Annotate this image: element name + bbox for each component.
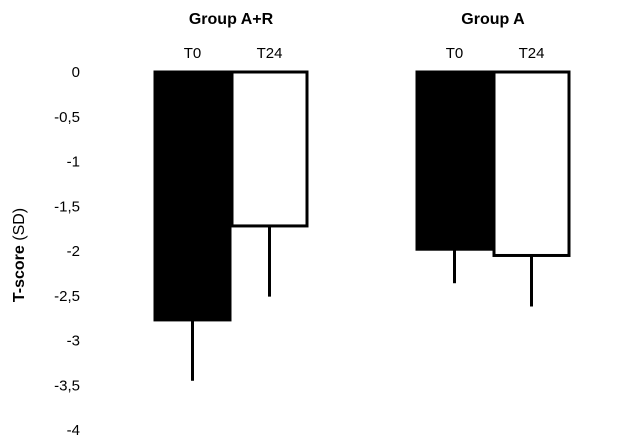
y-axis-ticks: 0 -0,5 -1 -1,5 -2 -2,5 -3 -3,5 -4 bbox=[54, 64, 80, 439]
bar-labels: T0 T24 Group A+R T0 T24 Group A bbox=[184, 11, 545, 62]
y-tick-label: -4 bbox=[67, 422, 80, 439]
bar-time-label: T0 bbox=[446, 45, 464, 62]
y-tick-label: -3 bbox=[67, 333, 80, 350]
group-label: Group A bbox=[461, 11, 525, 28]
plot-area bbox=[153, 70, 571, 381]
y-tick-label: 0 bbox=[72, 64, 80, 81]
y-tick-label: -1 bbox=[67, 154, 80, 171]
bar-t0 bbox=[415, 70, 494, 251]
y-tick-label: -2 bbox=[67, 243, 80, 260]
y-axis-label: T-score (SD) bbox=[11, 208, 28, 302]
y-tick-label: -0,5 bbox=[54, 109, 80, 126]
y-tick-label: -3,5 bbox=[54, 377, 80, 394]
y-tick-label: -2,5 bbox=[54, 288, 80, 305]
bar-time-label: T24 bbox=[257, 45, 283, 62]
bar-t0 bbox=[153, 70, 232, 322]
bar-t24 bbox=[492, 70, 571, 257]
bar-time-label: T24 bbox=[519, 45, 545, 62]
y-tick-label: -1,5 bbox=[54, 198, 80, 215]
bar-t24 bbox=[230, 70, 309, 228]
bar-time-label: T0 bbox=[184, 45, 202, 62]
group-label: Group A+R bbox=[189, 11, 274, 28]
